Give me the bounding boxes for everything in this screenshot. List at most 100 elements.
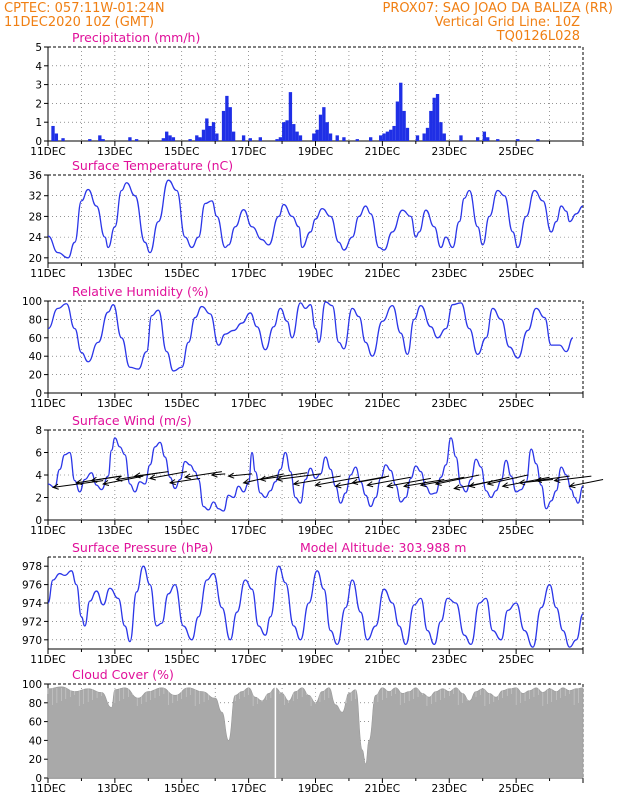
precip-bar-31 — [285, 120, 289, 141]
wind-vector-28 — [536, 475, 570, 482]
wind-vector-head-7 — [168, 479, 176, 486]
panel-wind-ytick-4: 8 — [35, 425, 42, 437]
panel-cloud-xtick-0: 11DEC — [30, 783, 65, 795]
header-model-code: TQ0126L028 — [496, 29, 580, 44]
precip-bar-35 — [298, 135, 303, 141]
precip-bar-39 — [322, 107, 326, 141]
precip-bar-60 — [435, 94, 440, 141]
precip-bar-16 — [201, 129, 206, 141]
panel-precip-xtick-7: 25DEC — [498, 146, 533, 158]
precip-bar-37 — [315, 129, 319, 141]
wind-vector-9 — [211, 473, 226, 476]
panel-precip-title: Precipitation (mm/h) — [72, 30, 200, 45]
wind-vector-head-0 — [51, 483, 59, 490]
panel-cloud-xtick-4: 19DEC — [298, 783, 333, 795]
panel-rh-xtick-5: 21DEC — [365, 398, 400, 410]
panel-cloud-ytick-0: 0 — [35, 773, 42, 785]
series-pressure-line — [47, 565, 584, 648]
panel-cloud-xtick-5: 21DEC — [365, 783, 400, 795]
precip-bar-51 — [395, 101, 400, 141]
panel-precip-ytick-1: 1 — [35, 117, 42, 129]
panel-pressure-title: Surface Pressure (hPa) — [72, 540, 213, 555]
panel-wind-xtick-6: 23DEC — [432, 525, 467, 537]
panel-pressure-xtick-7: 25DEC — [498, 654, 533, 666]
panel-wind-xtick-3: 17DEC — [231, 525, 266, 537]
wind-vector-6 — [149, 471, 187, 479]
panel-wind-xtick-2: 15DEC — [164, 525, 199, 537]
wind-vector-5 — [134, 471, 169, 477]
precip-bar-9 — [165, 131, 169, 141]
panel-cloud-xtick-1: 13DEC — [97, 783, 132, 795]
panel-pressure-ytick-1: 972 — [22, 616, 42, 628]
panel-cloud-ytick-4: 80 — [29, 698, 42, 710]
precip-bar-5 — [101, 139, 105, 141]
precip-bar-26 — [248, 138, 252, 141]
precip-bar-58 — [429, 110, 433, 141]
wind-vector-2 — [91, 475, 122, 482]
panel-cloud-xtick-2: 15DEC — [164, 783, 199, 795]
wind-vector-head-1 — [75, 479, 83, 486]
wind-vector-24 — [469, 476, 510, 487]
precip-bar-43 — [342, 137, 346, 141]
panel-temp-xtick-2: 15DEC — [164, 268, 199, 280]
panel-rh-xtick-6: 23DEC — [432, 398, 467, 410]
panel-rh-xtick-2: 15DEC — [164, 398, 199, 410]
precip-bar-0 — [51, 125, 55, 141]
panel-pressure-ytick-0: 970 — [22, 635, 42, 647]
panel-cloud-ytick-5: 100 — [22, 679, 42, 691]
precip-bar-4 — [98, 135, 102, 141]
wind-vector-head-25 — [486, 479, 494, 486]
wind-vector-head-8 — [183, 473, 191, 480]
panel-pressure-annotation: Model Altitude: 303.988 m — [300, 540, 466, 555]
precip-bar-25 — [241, 135, 246, 141]
wind-vector-head-6 — [148, 474, 156, 481]
panel-temp-title: Surface Temperature (nC) — [72, 158, 233, 173]
wind-vector-30 — [569, 479, 604, 487]
panel-precip-xtick-4: 19DEC — [298, 146, 333, 158]
panel-pressure-ytick-4: 978 — [22, 561, 42, 573]
wind-vector-15 — [315, 476, 360, 486]
precip-bar-64 — [476, 137, 480, 141]
precip-bar-33 — [292, 124, 296, 141]
panel-rh-xtick-0: 11DEC — [30, 398, 65, 410]
wind-vector-14 — [293, 475, 341, 485]
precip-bar-53 — [402, 110, 406, 141]
wind-vector-12 — [260, 472, 308, 480]
panel-temp-xtick-3: 17DEC — [231, 268, 266, 280]
precip-bar-13 — [195, 135, 199, 141]
wind-vector-head-18 — [366, 481, 374, 488]
panel-temp-ytick-0: 20 — [29, 253, 42, 265]
panel-rh-xtick-1: 13DEC — [97, 398, 132, 410]
panel-wind-ytick-1: 2 — [35, 493, 42, 505]
panel-pressure-xtick-0: 11DEC — [30, 654, 65, 666]
wind-vector-head-14 — [292, 480, 300, 487]
panel-rh-ytick-5: 100 — [22, 296, 42, 308]
precip-bar-56 — [422, 133, 426, 141]
wind-vector-11 — [243, 473, 284, 484]
precip-bar-66 — [486, 137, 490, 141]
wind-vector-head-21 — [419, 481, 427, 488]
panel-precip-ytick-2: 2 — [35, 98, 42, 110]
precip-bar-41 — [328, 133, 333, 141]
wind-vector-13 — [276, 473, 321, 480]
panel-temp: 20 24 28 32 36 11DEC 13DEC 15DEC 17DEC 19DEC 21DEC… — [29, 158, 584, 280]
panel-temp-xtick-6: 23DEC — [432, 268, 467, 280]
panel-temp-ytick-1: 24 — [29, 232, 43, 244]
header-station-coords: CPTEC: 057:11W-01:24N — [4, 1, 165, 16]
panel-wind: 0 2 4 6 8 11DEC 13DEC 15DEC 17DEC 19DEC 21DEC 23DEC… — [30, 413, 604, 537]
wind-vector-25 — [487, 474, 528, 485]
panel-pressure-ytick-3: 976 — [22, 580, 42, 592]
precip-bar-49 — [389, 129, 393, 141]
panel-precip-xtick-0: 11DEC — [30, 146, 65, 158]
wind-vector-head-13 — [275, 475, 283, 482]
panel-pressure-xtick-2: 15DEC — [164, 654, 199, 666]
panel-precip-xtick-5: 21DEC — [365, 146, 400, 158]
panel-temp-ytick-3: 32 — [29, 191, 42, 203]
panel-temp-ytick-2: 28 — [29, 211, 42, 223]
panel-temp-xtick-1: 13DEC — [97, 268, 132, 280]
panel-cloud-xtick-3: 17DEC — [231, 783, 266, 795]
series-wind-line — [47, 437, 584, 512]
precip-bar-32 — [288, 92, 293, 141]
precip-bar-3 — [88, 139, 92, 141]
